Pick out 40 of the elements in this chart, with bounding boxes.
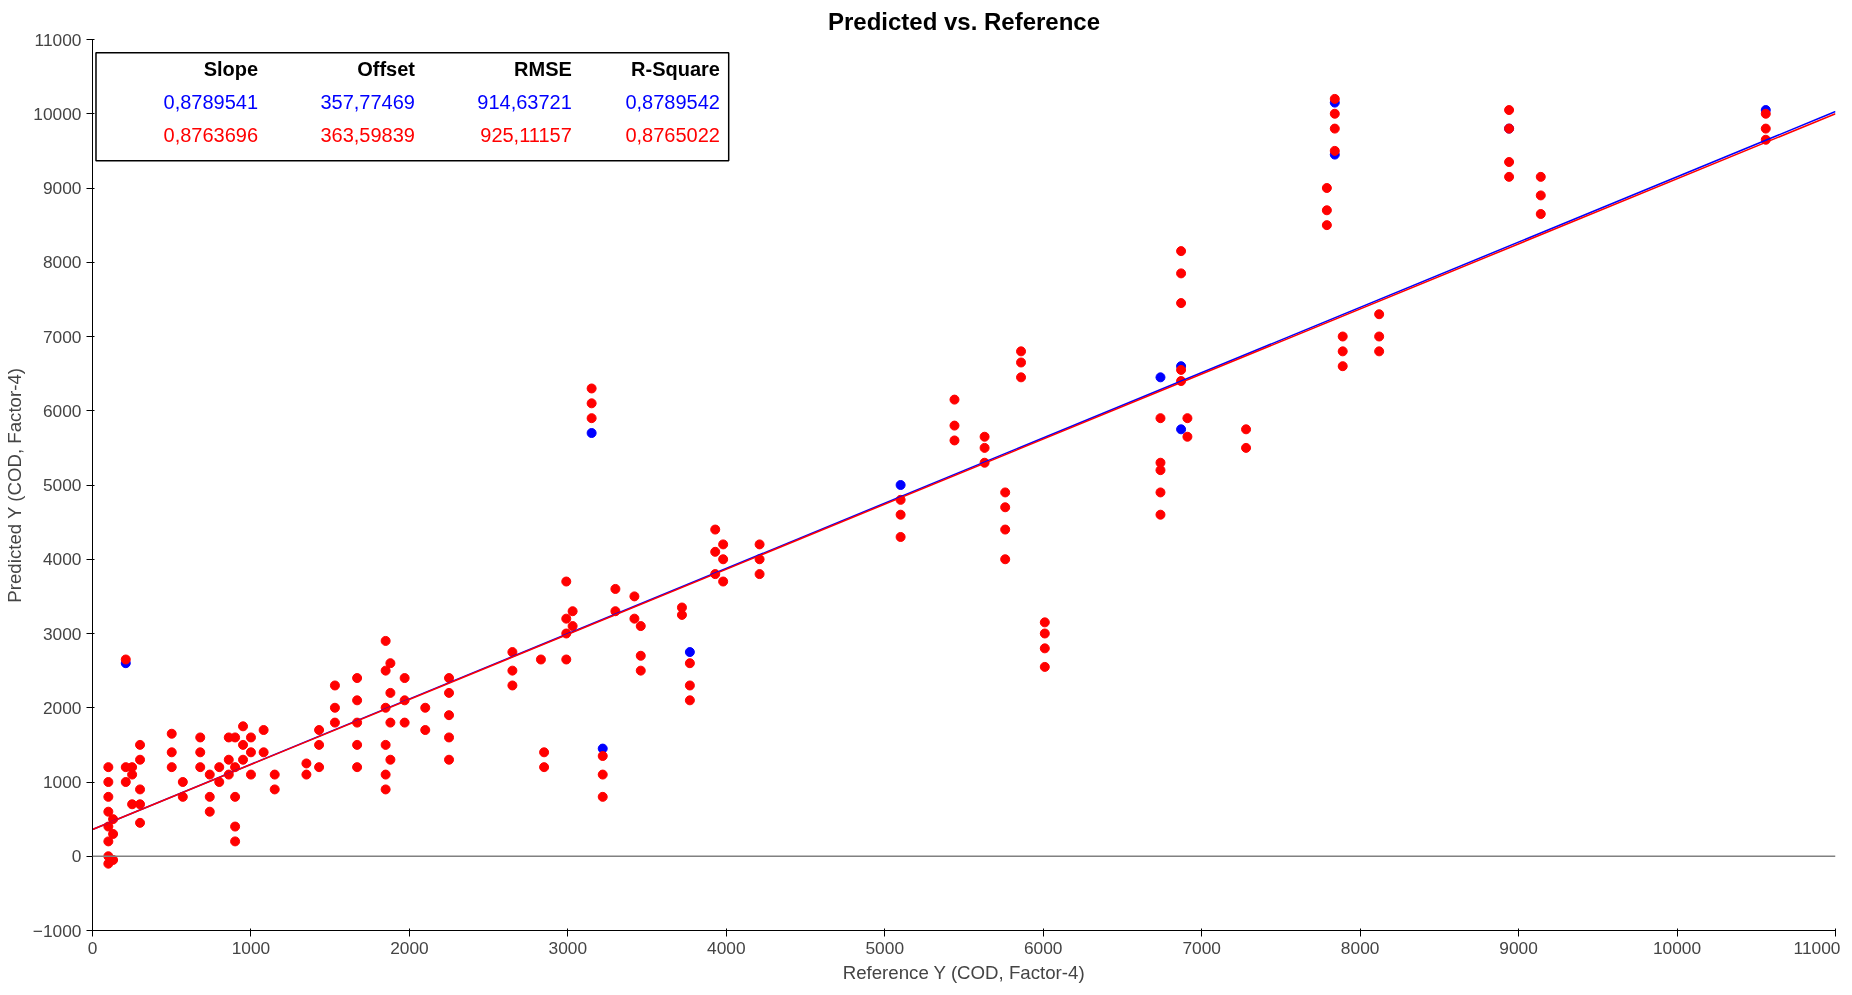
- x-tick-label: 9000: [1499, 937, 1538, 958]
- annotation: 357,77469: [320, 91, 415, 114]
- y-tick-label: 6000: [42, 400, 82, 421]
- y-tick-label: 10000: [33, 103, 82, 124]
- annotation: RMSE: [514, 58, 572, 81]
- annotation: Slope: [203, 58, 259, 81]
- y-tick-label: 3000: [42, 623, 82, 644]
- x-tick-label: 1000: [231, 937, 271, 958]
- x-tick-label: 8000: [1340, 937, 1380, 958]
- chart-title: Predicted vs. Reference: [827, 7, 1101, 35]
- y-tick-label: 4000: [42, 549, 82, 570]
- annotation: 914,63721: [477, 91, 572, 114]
- annotation: 0,8763696: [163, 124, 259, 147]
- x-tick-label: 2000: [390, 937, 429, 958]
- x-tick-label: 7000: [1182, 937, 1221, 958]
- x-tick-label: 3000: [548, 937, 588, 958]
- y-tick-label: 0: [71, 846, 82, 867]
- y-tick-label: 1000: [42, 772, 82, 792]
- annotation: R-Square: [631, 58, 720, 81]
- y-tick-label: 9000: [42, 178, 82, 198]
- x-tick-label: 10000: [1652, 937, 1702, 958]
- annotation: 363,59839: [320, 124, 415, 147]
- x-tick-label: 0: [87, 937, 98, 958]
- x-tick-label: 6000: [1023, 937, 1063, 958]
- annotation: Offset: [357, 58, 416, 81]
- x-axis-title: Reference Y (COD, Factor-4): [842, 961, 1085, 983]
- y-tick-label: −1000: [32, 920, 82, 941]
- annotation: 0,8789541: [163, 91, 259, 114]
- y-axis-title: Predicted Y (COD, Factor-4): [3, 368, 25, 603]
- annotation: 0,8765022: [625, 124, 720, 147]
- annotation: 0,8789542: [625, 91, 720, 114]
- y-tick-label: 5000: [42, 475, 82, 495]
- y-tick-label: 8000: [42, 252, 82, 273]
- annotation: 925,11157: [480, 124, 572, 147]
- x-tick-label: 4000: [707, 937, 746, 958]
- x-tick-label: 5000: [865, 937, 905, 958]
- y-tick-label: 2000: [42, 697, 82, 718]
- y-tick-label: 7000: [42, 326, 82, 347]
- y-tick-label: 11000: [34, 29, 82, 50]
- x-tick-label: 11000: [1793, 937, 1841, 958]
